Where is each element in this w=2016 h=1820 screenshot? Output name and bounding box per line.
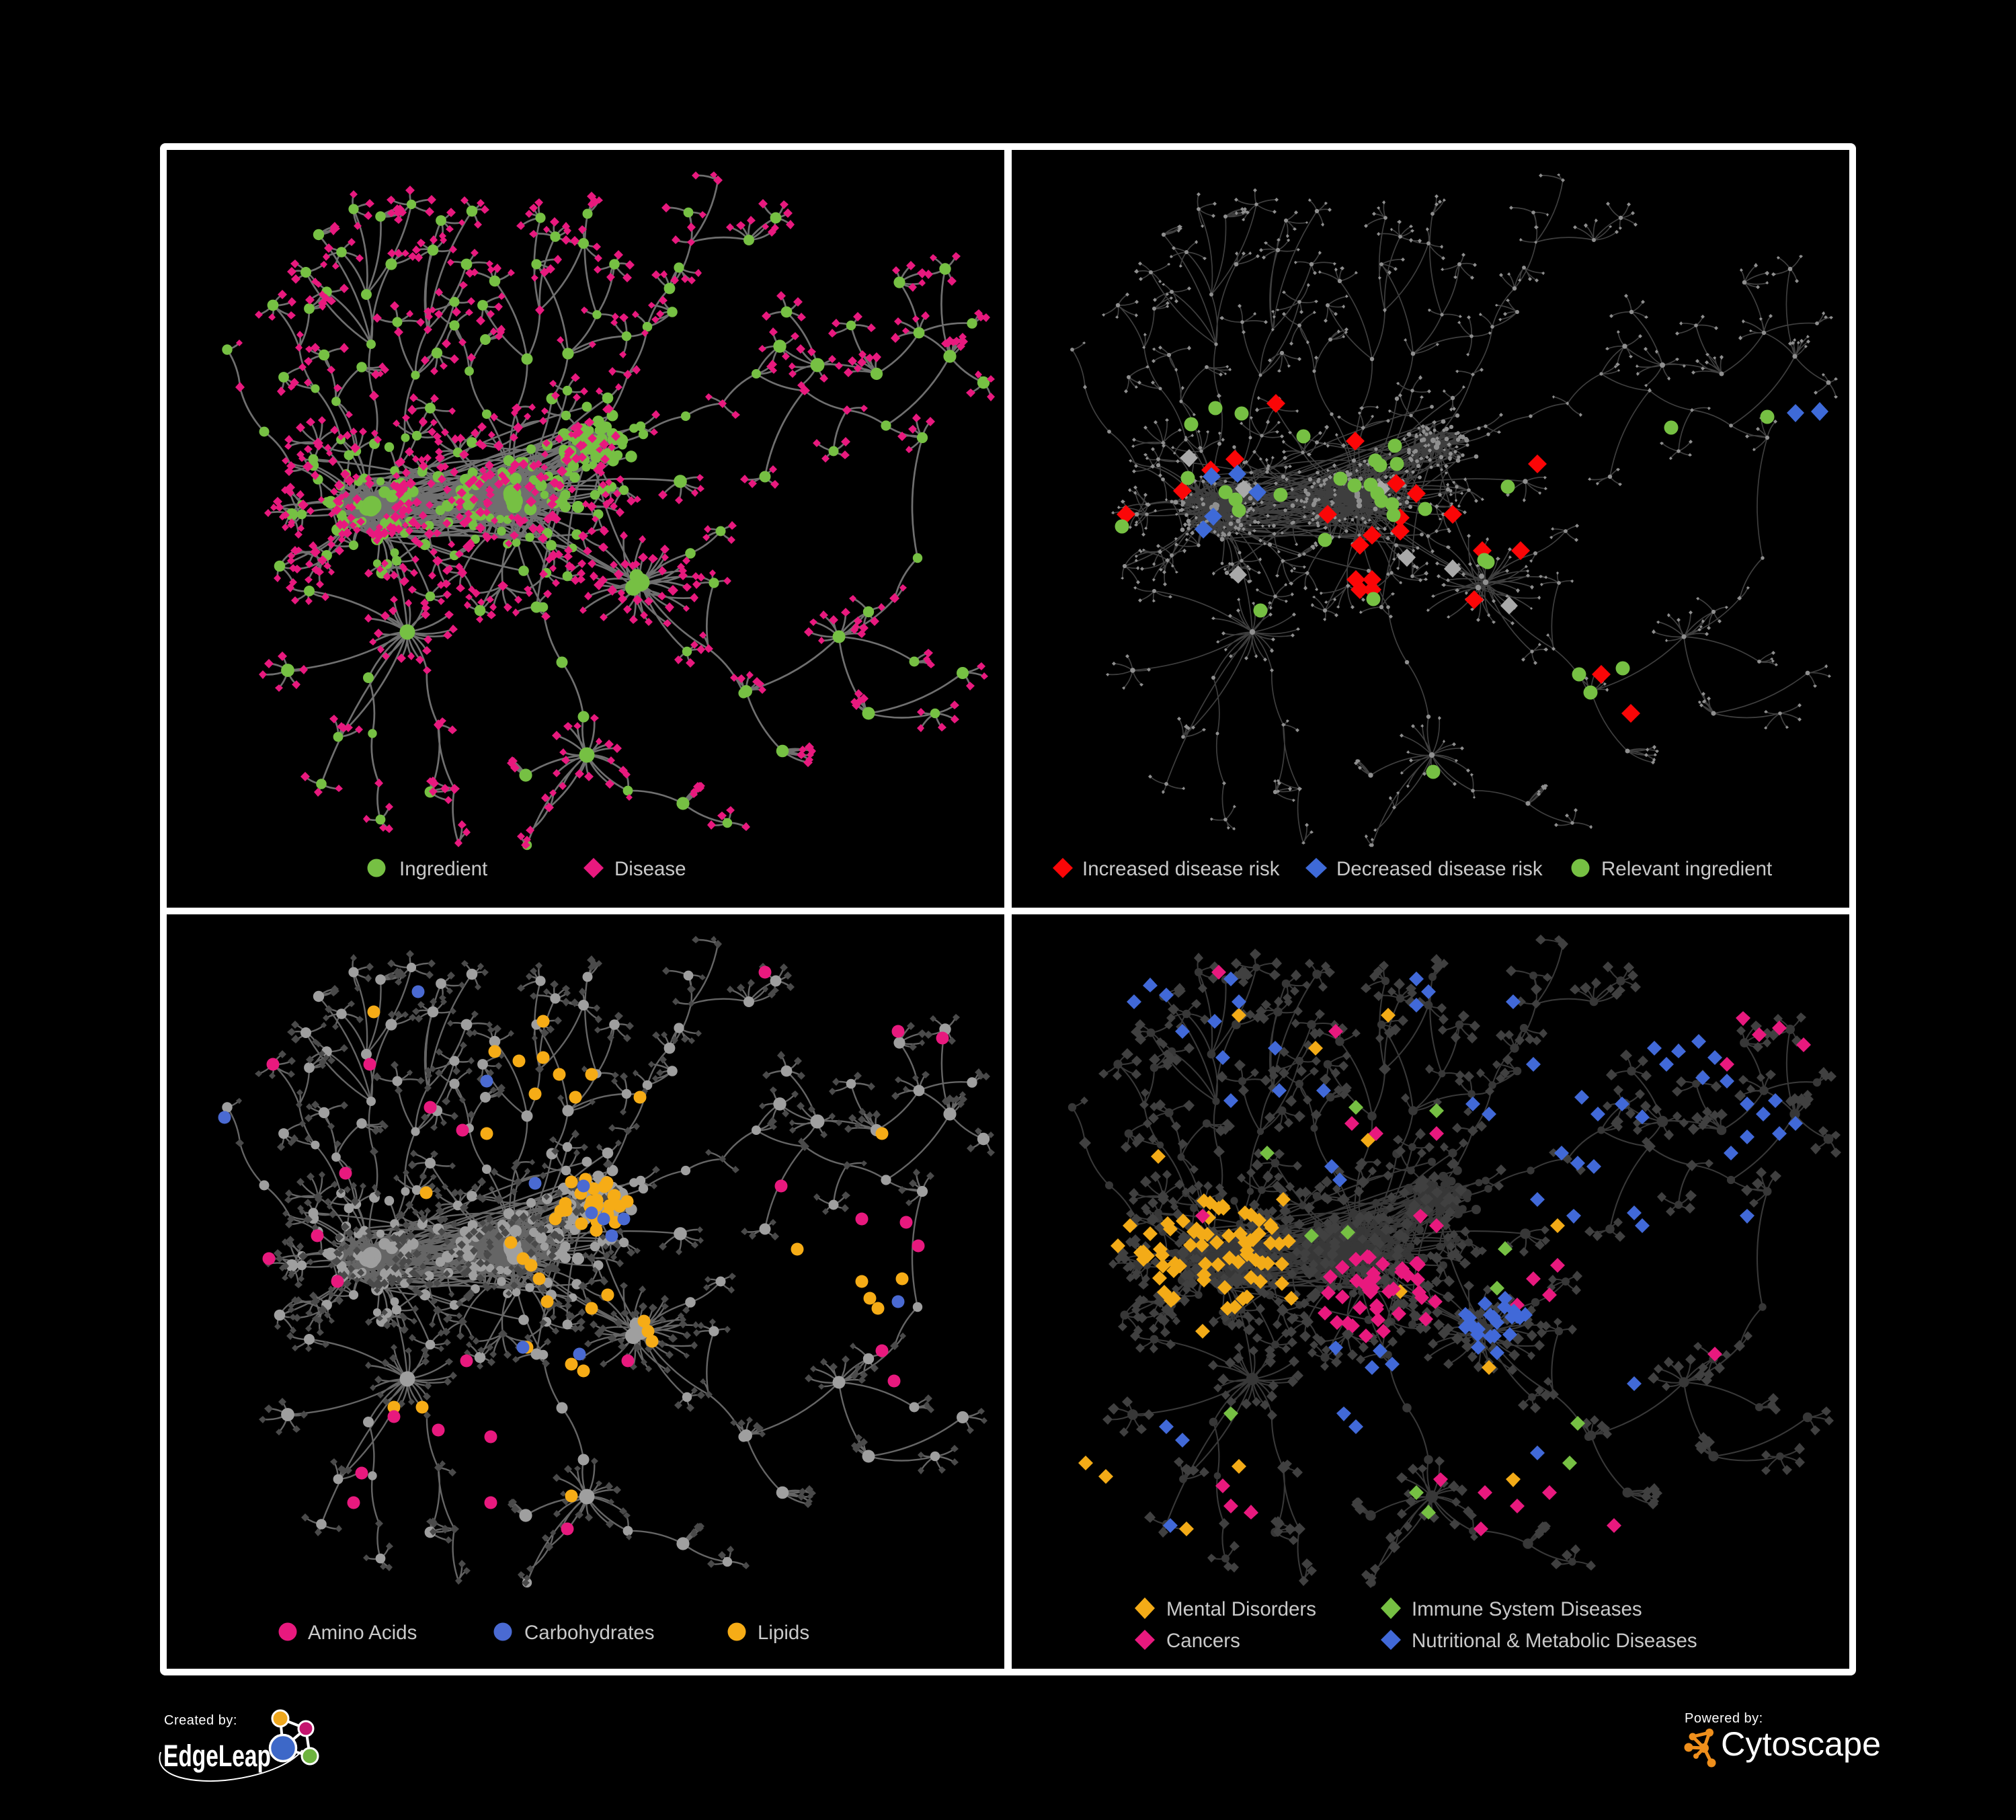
svg-text:Relevant ingredient: Relevant ingredient: [1601, 858, 1772, 880]
svg-text:Decreased disease risk: Decreased disease risk: [1336, 858, 1543, 880]
svg-text:Created by:: Created by:: [164, 1713, 237, 1728]
svg-text:Nutritional & Metabolic Diseas: Nutritional & Metabolic Diseases: [1412, 1630, 1697, 1652]
svg-text:Disease: Disease: [614, 858, 686, 880]
svg-text:Ingredient: Ingredient: [399, 858, 487, 880]
svg-text:Immune System Diseases: Immune System Diseases: [1412, 1598, 1642, 1620]
svg-text:EdgeLeap: EdgeLeap: [163, 1739, 271, 1773]
svg-text:Mental Disorders: Mental Disorders: [1166, 1598, 1316, 1620]
svg-text:Cancers: Cancers: [1166, 1630, 1240, 1652]
svg-text:Powered by:: Powered by:: [1685, 1711, 1763, 1726]
svg-text:Amino Acids: Amino Acids: [308, 1622, 417, 1644]
svg-text:Increased disease risk: Increased disease risk: [1082, 858, 1280, 880]
svg-text:Lipids: Lipids: [758, 1622, 809, 1644]
svg-text:Carbohydrates: Carbohydrates: [524, 1622, 655, 1644]
svg-text:Cytoscape: Cytoscape: [1721, 1725, 1881, 1763]
